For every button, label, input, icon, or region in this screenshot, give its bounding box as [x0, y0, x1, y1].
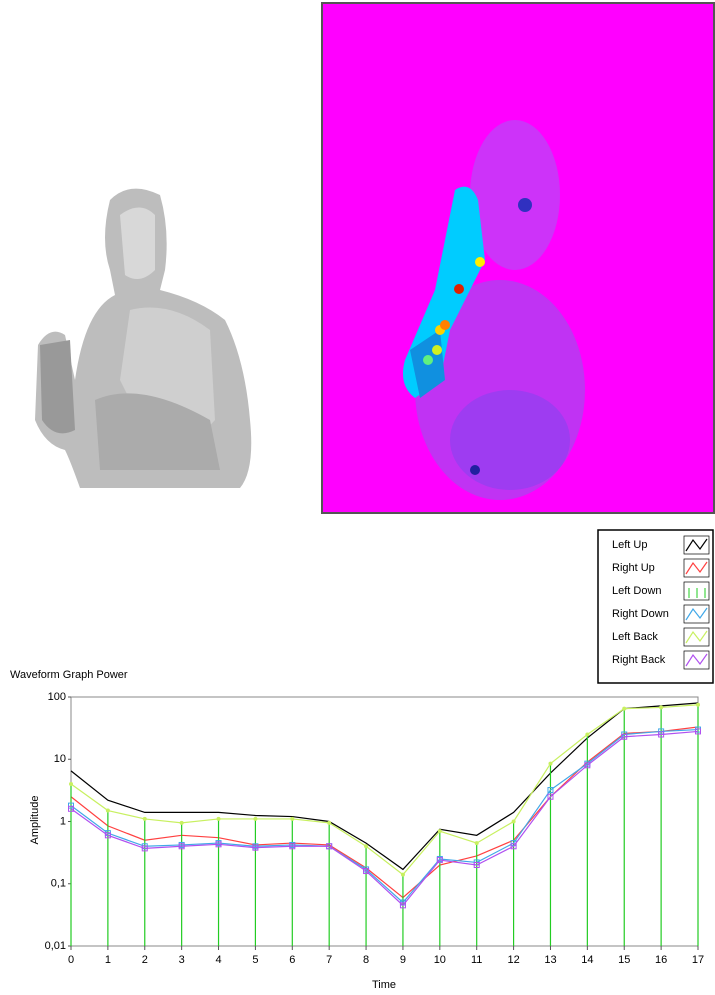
- x-tick-label: 8: [363, 954, 369, 966]
- point-marker: [547, 793, 554, 800]
- x-tick-label: 13: [544, 954, 556, 966]
- point-marker: [696, 702, 700, 707]
- legend-swatch: [685, 630, 708, 644]
- point-marker: [400, 872, 405, 877]
- x-tick-label: 15: [618, 954, 630, 966]
- point-marker: [327, 820, 332, 825]
- x-tick-label: 3: [179, 954, 185, 966]
- x-tick-label: 4: [215, 954, 221, 966]
- chart-title: Waveform Graph Power: [10, 669, 128, 681]
- x-tick-label: 12: [507, 954, 519, 966]
- point-marker: [695, 728, 701, 735]
- point-marker: [178, 843, 185, 850]
- legend-label: Right Down: [612, 608, 669, 620]
- point-marker: [69, 782, 73, 787]
- series-line: [70, 728, 699, 904]
- legend-label: Left Up: [612, 539, 647, 551]
- point-marker: [252, 844, 259, 851]
- point-marker: [474, 841, 479, 846]
- point-marker: [141, 845, 148, 852]
- point-marker: [473, 862, 480, 869]
- legend-swatch: [685, 561, 708, 575]
- point-marker: [104, 832, 111, 839]
- point-marker: [437, 829, 442, 834]
- depth-image: [321, 2, 715, 514]
- point-marker: [584, 762, 591, 769]
- series-line: [70, 704, 699, 876]
- series-line: [70, 702, 699, 871]
- x-tick-label: 14: [581, 954, 593, 966]
- point-marker: [436, 857, 443, 864]
- x-tick-label: 2: [142, 954, 148, 966]
- point-marker: [105, 808, 110, 813]
- legend-swatch: [685, 538, 708, 552]
- point-marker: [68, 802, 74, 809]
- point-marker: [68, 805, 74, 812]
- point-marker: [216, 816, 221, 821]
- x-tick-label: 16: [655, 954, 667, 966]
- point-marker: [510, 843, 517, 850]
- point-marker: [290, 816, 295, 821]
- series-line: [70, 730, 699, 907]
- y-tick-label: 100: [48, 691, 66, 703]
- point-marker: [363, 868, 370, 875]
- y-axis-label: Amplitude: [29, 796, 41, 845]
- x-tick-label: 11: [471, 954, 482, 966]
- x-axis-label: Time: [372, 979, 396, 991]
- y-tick-label: 0,1: [51, 878, 66, 890]
- point-marker: [659, 705, 664, 710]
- legend-label: Left Back: [612, 631, 658, 643]
- point-marker: [215, 841, 222, 848]
- x-tick-label: 7: [326, 954, 332, 966]
- point-marker: [253, 816, 258, 821]
- y-tick-label: 1: [60, 815, 66, 827]
- legend-swatch: [685, 653, 708, 667]
- point-marker: [364, 844, 369, 849]
- y-tick-label: 0,01: [45, 940, 66, 952]
- x-tick-label: 9: [400, 954, 406, 966]
- x-tick-label: 5: [252, 954, 258, 966]
- legend-swatch: [685, 607, 708, 621]
- point-marker: [585, 732, 590, 737]
- point-cloud-image: [35, 188, 252, 489]
- point-marker: [622, 706, 627, 711]
- point-marker: [658, 731, 665, 738]
- point-marker: [142, 816, 147, 821]
- point-marker: [289, 843, 296, 850]
- point-marker: [179, 820, 184, 825]
- y-tick-label: 10: [54, 753, 66, 765]
- point-marker: [399, 902, 406, 909]
- x-tick-label: 0: [68, 954, 74, 966]
- point-marker: [326, 843, 333, 850]
- point-marker: [547, 787, 554, 794]
- point-marker: [621, 733, 628, 740]
- legend-label: Left Down: [612, 585, 662, 597]
- point-marker: [511, 819, 516, 824]
- series-line: [70, 726, 699, 899]
- legend-label: Right Back: [612, 654, 666, 666]
- x-tick-label: 10: [434, 954, 446, 966]
- legend-label: Right Up: [612, 562, 655, 574]
- x-tick-label: 17: [692, 954, 704, 966]
- x-tick-label: 1: [105, 954, 111, 966]
- x-tick-label: 6: [289, 954, 295, 966]
- point-marker: [548, 761, 553, 766]
